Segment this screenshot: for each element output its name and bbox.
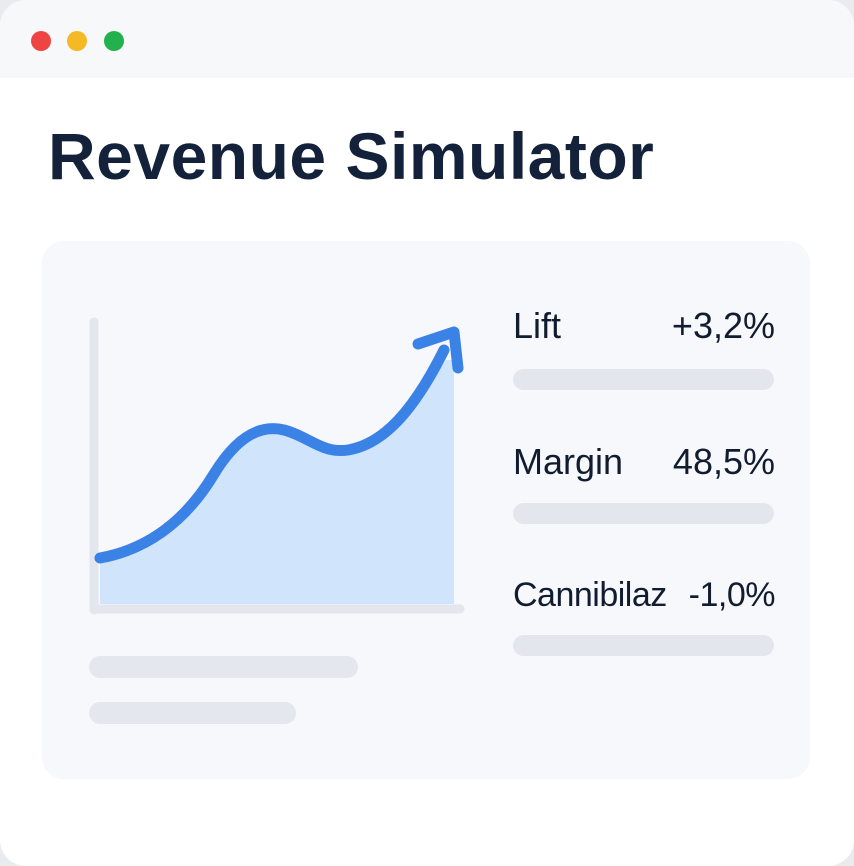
title-bar <box>0 0 854 78</box>
maximize-window-button[interactable] <box>104 31 124 51</box>
metric-value: +3,2% <box>671 305 775 346</box>
chart-trend-line <box>94 344 450 564</box>
metric-label: Cannibilaz <box>513 576 667 614</box>
trend-up-arrow-icon <box>412 326 464 374</box>
metric-placeholder-bar <box>513 369 774 390</box>
chart-area-fill <box>100 360 454 604</box>
metric-placeholder-bar <box>513 503 774 524</box>
placeholder-text-bar <box>89 702 296 724</box>
metric-value: -1,0% <box>688 576 776 614</box>
metric-label: Lift <box>513 305 562 346</box>
metric-placeholder-bar <box>513 635 774 656</box>
minimize-window-button[interactable] <box>67 31 87 51</box>
metric-label: Margin <box>513 441 624 482</box>
close-window-button[interactable] <box>31 31 51 51</box>
placeholder-text-bar <box>89 656 358 678</box>
revenue-trend-chart <box>89 317 465 615</box>
page-title: Revenue Simulator <box>48 119 655 193</box>
metric-value: 48,5% <box>672 441 775 482</box>
